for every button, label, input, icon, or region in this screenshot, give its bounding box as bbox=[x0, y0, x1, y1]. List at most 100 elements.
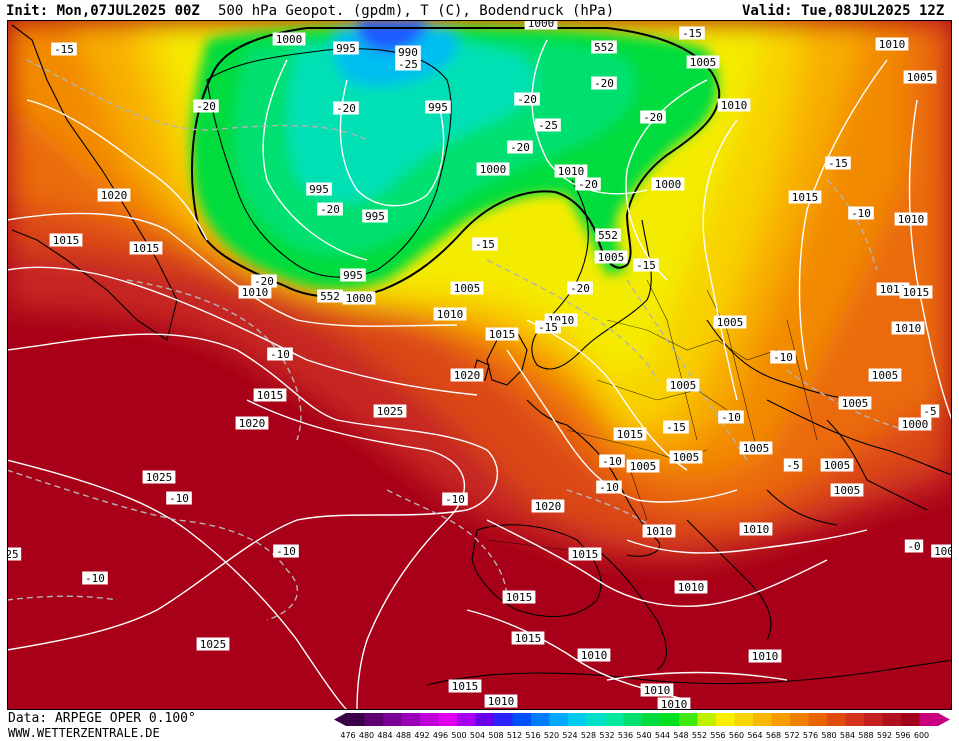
coastlines bbox=[11, 24, 952, 686]
legend-swatch bbox=[734, 713, 754, 726]
temperature-label-text: -20 bbox=[196, 100, 216, 113]
isobar-label: 1005 bbox=[666, 378, 700, 392]
country-borders bbox=[486, 279, 818, 551]
isobar-label-text: 995 bbox=[336, 42, 356, 55]
temperature-label-text: -25 bbox=[398, 58, 418, 71]
legend-swatch bbox=[771, 713, 791, 726]
forecast-map: 1000 995 990 1000 1010 1005 1005 1010 995 1000 101… bbox=[7, 20, 952, 710]
isobar-label-text: 1025 bbox=[200, 638, 227, 651]
legend-swatch bbox=[457, 713, 476, 726]
temperature-label: -15 bbox=[679, 26, 705, 40]
legend-tick-label: 492 bbox=[414, 731, 429, 740]
isobar-label: 1020 bbox=[97, 188, 131, 202]
isobar-label-text: 1010 bbox=[644, 684, 671, 697]
legend-swatch bbox=[512, 713, 532, 726]
isobar-label: 1020 bbox=[450, 368, 484, 382]
legend-tick-label: 516 bbox=[525, 731, 540, 740]
valid-time: Valid: Tue,08JUL2025 12Z bbox=[742, 3, 945, 19]
isobar-label-text: 1000 bbox=[346, 292, 373, 305]
legend-swatch bbox=[383, 713, 402, 726]
temperature-label: 552 bbox=[317, 289, 343, 303]
temperature-label: 552 bbox=[591, 40, 617, 54]
temperature-label: -5 bbox=[783, 458, 803, 472]
isobar-label: 1000 bbox=[272, 32, 306, 46]
isobar-label: 1015 bbox=[253, 388, 287, 402]
isobar-label: 1015 bbox=[511, 631, 545, 645]
isobar-label-text: 1010 bbox=[488, 695, 515, 708]
isobar-label: 1005 bbox=[450, 281, 484, 295]
isobar-label-text: 995 bbox=[343, 269, 363, 282]
temperature-label-text: -20 bbox=[643, 111, 663, 124]
temperature-label: -20 bbox=[507, 140, 533, 154]
temperature-label: -15 bbox=[472, 237, 498, 251]
isobar-label: 1020 bbox=[531, 499, 565, 513]
isobar-label-text: 1015 bbox=[792, 191, 819, 204]
legend-tick-label: 556 bbox=[710, 731, 725, 740]
temperature-label: -25 bbox=[395, 57, 421, 71]
legend-tick-label: 572 bbox=[784, 731, 799, 740]
temperature-label: -20 bbox=[251, 274, 277, 288]
isobar-label: 995 bbox=[362, 209, 388, 223]
temperature-labels: -15-20 -20-25-15-20-20-20-25-20-20-20-15-… bbox=[51, 26, 940, 585]
isobar-label-text: 1020 bbox=[454, 369, 481, 382]
temperature-label-text: -10 bbox=[169, 492, 189, 505]
temperature-label-text: -10 bbox=[270, 348, 290, 361]
isobar-label-text: 1015 bbox=[257, 389, 284, 402]
legend-tick-label: 496 bbox=[433, 731, 448, 740]
isobar-label-text: 1020 bbox=[535, 500, 562, 513]
isobar-label: 1005 bbox=[868, 368, 902, 382]
legend-swatch bbox=[808, 713, 828, 726]
legend-tick-label: 576 bbox=[803, 731, 818, 740]
isobar-label-text: 1000 bbox=[480, 163, 507, 176]
legend-tick-label: 584 bbox=[840, 731, 855, 740]
temperature-label-text: -15 bbox=[828, 157, 848, 170]
temperature-label-text: -10 bbox=[599, 481, 619, 494]
isobar-label: 1005 bbox=[686, 55, 720, 69]
legend-swatch bbox=[568, 713, 587, 726]
geopotential-field bbox=[7, 20, 952, 710]
legend-swatch bbox=[716, 713, 735, 726]
legend-tick-label: 528 bbox=[581, 731, 596, 740]
temperature-label-text: -20 bbox=[320, 203, 340, 216]
isobar-label: 1010 bbox=[640, 683, 674, 697]
isobar-label-text: 990 bbox=[398, 46, 418, 59]
isobar-label-text: 1010 bbox=[242, 286, 269, 299]
isobar-label: 1005 bbox=[830, 483, 864, 497]
temperature-label-text: -10 bbox=[445, 493, 465, 506]
isobar-label: 1025 bbox=[142, 470, 176, 484]
temperature-label-text: -15 bbox=[682, 27, 702, 40]
legend-tick-label: 560 bbox=[729, 731, 744, 740]
isobar-label-text: 1010 bbox=[646, 525, 673, 538]
temperature-label: -10 bbox=[166, 491, 192, 505]
temperature-label: -10 bbox=[770, 350, 796, 364]
temperature-label: -15 bbox=[51, 42, 77, 56]
isobar-label: 1020 bbox=[235, 416, 269, 430]
isobar-label-text: 1000 bbox=[655, 178, 682, 191]
isobars bbox=[7, 39, 952, 710]
legend-tick-label: 504 bbox=[470, 731, 485, 740]
legend-tick-label: 500 bbox=[451, 731, 466, 740]
isobar-label: 1010 bbox=[577, 648, 611, 662]
isobar-label: 25 bbox=[7, 547, 22, 561]
temperature-label-text: -10 bbox=[721, 411, 741, 424]
isobar-label-text: 1010 bbox=[581, 649, 608, 662]
isobar-label-text: 1005 bbox=[630, 460, 657, 473]
legend-swatch bbox=[864, 713, 883, 726]
isobar-label-text: 1015 bbox=[903, 286, 930, 299]
legend-tick-label: 564 bbox=[747, 731, 762, 740]
legend-tick-label: 552 bbox=[692, 731, 707, 740]
temperature-label: -10 bbox=[273, 544, 299, 558]
isobar-label: 1005 bbox=[669, 450, 703, 464]
legend-tick-label: 592 bbox=[877, 731, 892, 740]
legend-arrow-left bbox=[334, 713, 346, 726]
temperature-label-text: -20 bbox=[517, 93, 537, 106]
data-source: Data: ARPEGE OPER 0.100° bbox=[8, 711, 196, 726]
legend-tick-label: 540 bbox=[636, 731, 651, 740]
isobar-label-text: 1005 bbox=[690, 56, 717, 69]
legend-swatch bbox=[919, 713, 939, 726]
legend-swatch bbox=[642, 713, 661, 726]
legend-tick-label: 548 bbox=[673, 731, 688, 740]
temperature-label-text: -10 bbox=[85, 572, 105, 585]
temperature-label-text: -5 bbox=[923, 405, 936, 418]
map-frame bbox=[7, 20, 952, 710]
